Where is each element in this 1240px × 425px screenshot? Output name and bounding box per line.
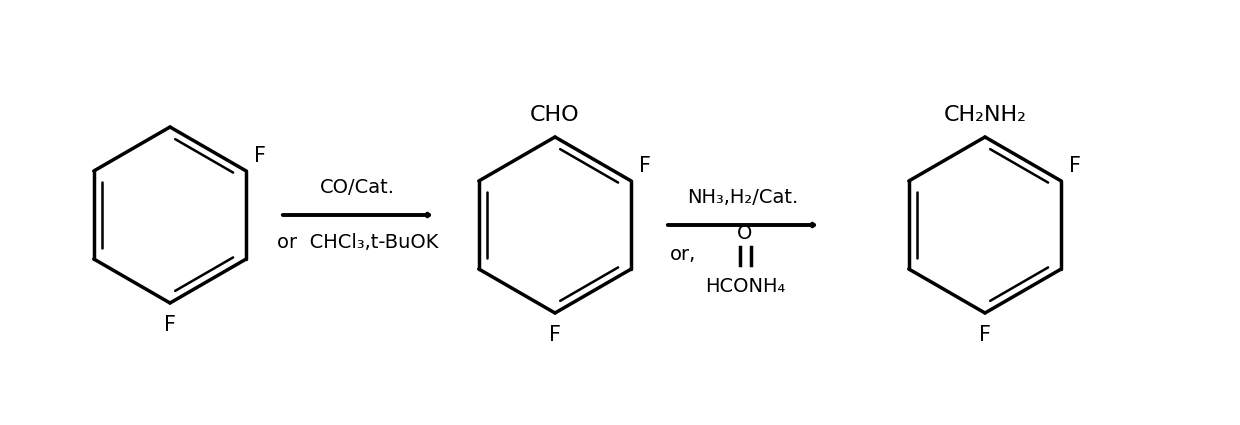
Text: F: F (980, 325, 991, 345)
Text: NH₃,H₂/Cat.: NH₃,H₂/Cat. (687, 188, 799, 207)
Text: F: F (164, 315, 176, 335)
Text: F: F (1069, 156, 1081, 176)
Text: or  CHCl₃,t-BuOK: or CHCl₃,t-BuOK (277, 233, 438, 252)
Text: or,: or, (670, 245, 696, 264)
Text: O: O (738, 224, 753, 243)
Text: CHO: CHO (531, 105, 580, 125)
Text: CO/Cat.: CO/Cat. (320, 178, 396, 197)
Text: HCONH₄: HCONH₄ (704, 277, 785, 296)
Text: F: F (639, 156, 651, 176)
Text: CH₂NH₂: CH₂NH₂ (944, 105, 1027, 125)
Text: F: F (549, 325, 560, 345)
Text: F: F (254, 146, 267, 166)
